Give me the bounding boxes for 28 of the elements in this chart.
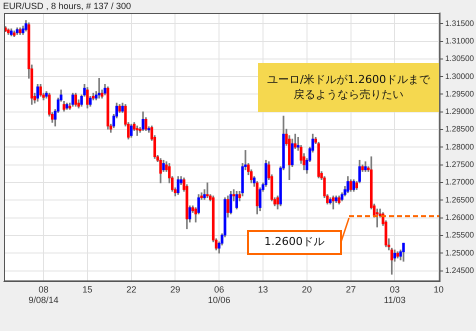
x-tick-label: 10 bbox=[434, 284, 444, 294]
x-tick-label: 20 bbox=[302, 284, 312, 294]
ref-line-label: 1.2600ドル bbox=[247, 230, 342, 256]
y-tick-label: 1.29000 bbox=[445, 107, 475, 116]
x-tick-label: 22 bbox=[126, 284, 136, 294]
y-tick-label: 1.28500 bbox=[445, 124, 475, 134]
y-tick-label: 1.29500 bbox=[445, 89, 475, 98]
y-tick-label: 1.26500 bbox=[445, 195, 475, 204]
x-tick-label: 27 bbox=[346, 284, 356, 294]
x-tick-label: 03 11/03 bbox=[384, 284, 406, 306]
y-tick-label: 1.27500 bbox=[445, 160, 475, 170]
y-tick-label: 1.30000 bbox=[445, 72, 475, 81]
x-tick-label: 06 10/06 bbox=[208, 284, 230, 306]
x-tick-label: 13 bbox=[258, 284, 268, 294]
x-tick-label: 08 9/08/14 bbox=[28, 284, 59, 306]
y-tick-label: 1.28000 bbox=[445, 142, 475, 152]
y-tick-label: 1.24500 bbox=[445, 266, 475, 276]
y-tick-label: 1.31500 bbox=[445, 18, 475, 28]
x-tick-label: 29 bbox=[170, 284, 180, 294]
y-tick-label: 1.25000 bbox=[445, 248, 475, 258]
y-tick-label: 1.26000 bbox=[445, 213, 475, 222]
x-tick-label: 15 bbox=[82, 284, 92, 294]
y-tick-label: 1.30500 bbox=[445, 54, 475, 64]
y-tick-label: 1.27000 bbox=[445, 178, 475, 187]
y-tick-label: 1.25500 bbox=[445, 230, 475, 240]
y-tick-label: 1.31000 bbox=[445, 36, 475, 46]
chart-title: EUR/USD , 8 hours, # 137 / 300 bbox=[3, 1, 132, 11]
annotation: ユーロ/米ドルが1.2600ドルまで戻るようなら売りたい bbox=[258, 63, 440, 112]
